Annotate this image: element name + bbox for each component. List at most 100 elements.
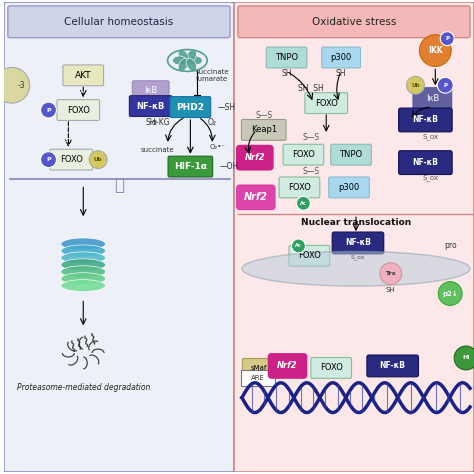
Text: S_ox: S_ox xyxy=(422,174,438,181)
Text: succinate
fumarate: succinate fumarate xyxy=(195,69,229,82)
Circle shape xyxy=(419,35,451,66)
Ellipse shape xyxy=(178,50,189,63)
Text: IκB: IκB xyxy=(426,94,439,103)
Circle shape xyxy=(440,32,454,46)
FancyBboxPatch shape xyxy=(63,65,104,86)
Text: O₂•⁻: O₂•⁻ xyxy=(209,144,225,150)
Text: S—S: S—S xyxy=(255,110,272,119)
FancyBboxPatch shape xyxy=(241,370,274,386)
Circle shape xyxy=(41,152,56,168)
Text: FOXO: FOXO xyxy=(292,150,315,159)
Text: Oxidative stress: Oxidative stress xyxy=(312,17,396,27)
Text: p2↓: p2↓ xyxy=(442,291,458,297)
Text: NF-κB: NF-κB xyxy=(412,116,438,125)
FancyBboxPatch shape xyxy=(399,151,452,174)
Text: P: P xyxy=(443,83,447,88)
Text: Keap1: Keap1 xyxy=(251,126,277,135)
Text: pro: pro xyxy=(444,241,456,250)
Ellipse shape xyxy=(186,58,197,71)
Circle shape xyxy=(41,102,56,118)
Text: HI: HI xyxy=(462,356,470,361)
FancyBboxPatch shape xyxy=(266,47,307,68)
Text: sMaf: sMaf xyxy=(251,365,267,371)
FancyBboxPatch shape xyxy=(238,6,470,37)
Circle shape xyxy=(89,151,107,169)
Text: TNPO: TNPO xyxy=(339,150,363,159)
Text: Cellular homeostasis: Cellular homeostasis xyxy=(64,17,173,27)
Text: succinate: succinate xyxy=(141,147,174,153)
Circle shape xyxy=(438,282,462,305)
Text: p300: p300 xyxy=(330,53,352,62)
FancyBboxPatch shape xyxy=(311,357,352,378)
Text: SH: SH xyxy=(386,287,395,292)
FancyBboxPatch shape xyxy=(367,355,419,377)
FancyBboxPatch shape xyxy=(170,97,210,118)
FancyBboxPatch shape xyxy=(328,177,369,198)
FancyBboxPatch shape xyxy=(399,108,452,132)
Circle shape xyxy=(407,76,424,94)
Text: Nrf2: Nrf2 xyxy=(245,153,265,162)
Text: IKK: IKK xyxy=(428,46,443,55)
FancyBboxPatch shape xyxy=(242,358,275,377)
Text: P: P xyxy=(46,157,51,162)
Text: p300: p300 xyxy=(338,183,360,192)
FancyBboxPatch shape xyxy=(50,149,92,170)
Text: Ac: Ac xyxy=(300,201,307,206)
Text: —OH: —OH xyxy=(220,162,239,171)
Text: SH  SH: SH SH xyxy=(299,84,324,93)
FancyBboxPatch shape xyxy=(168,156,213,177)
Ellipse shape xyxy=(61,259,106,271)
Text: Nrf2: Nrf2 xyxy=(244,192,268,202)
Text: P: P xyxy=(46,108,51,112)
Text: TNPO: TNPO xyxy=(275,53,298,62)
Text: S—S: S—S xyxy=(303,167,320,176)
Text: Trx: Trx xyxy=(385,271,396,276)
Text: SH: SH xyxy=(281,69,292,78)
Ellipse shape xyxy=(61,280,106,292)
Text: —SH: —SH xyxy=(217,102,235,111)
Text: S_ox: S_ox xyxy=(351,254,365,260)
FancyBboxPatch shape xyxy=(132,81,169,100)
FancyBboxPatch shape xyxy=(129,96,172,117)
FancyBboxPatch shape xyxy=(283,144,324,165)
Text: ⌇⌇⌇⌇: ⌇⌇⌇⌇ xyxy=(66,331,100,356)
Text: S_ox: S_ox xyxy=(422,134,438,140)
FancyBboxPatch shape xyxy=(268,353,307,379)
Text: Ub: Ub xyxy=(94,157,102,162)
Ellipse shape xyxy=(186,50,197,63)
Text: ⌒: ⌒ xyxy=(114,175,124,193)
Circle shape xyxy=(438,77,453,93)
Ellipse shape xyxy=(61,266,106,278)
Text: SH: SH xyxy=(336,69,346,78)
Circle shape xyxy=(380,263,401,284)
Ellipse shape xyxy=(178,58,189,71)
Text: PHD2: PHD2 xyxy=(176,102,204,111)
Text: Ac: Ac xyxy=(295,244,302,248)
FancyBboxPatch shape xyxy=(241,119,286,140)
Text: NF-κB: NF-κB xyxy=(137,101,165,110)
Ellipse shape xyxy=(61,252,106,264)
Text: Ub: Ub xyxy=(411,83,420,88)
FancyBboxPatch shape xyxy=(331,144,371,165)
Ellipse shape xyxy=(188,56,202,65)
FancyBboxPatch shape xyxy=(234,2,474,472)
Text: HIF-1α: HIF-1α xyxy=(174,162,207,171)
Text: ARE: ARE xyxy=(251,375,265,381)
FancyBboxPatch shape xyxy=(8,6,230,37)
Text: FOXO: FOXO xyxy=(60,155,83,164)
Circle shape xyxy=(292,239,305,253)
Text: -3: -3 xyxy=(18,81,26,90)
FancyBboxPatch shape xyxy=(236,184,276,210)
Text: FOXO: FOXO xyxy=(288,183,311,192)
Text: IκB: IκB xyxy=(144,86,157,95)
Text: FOXO: FOXO xyxy=(298,251,321,260)
Circle shape xyxy=(0,67,30,103)
Text: SH: SH xyxy=(146,118,156,128)
FancyBboxPatch shape xyxy=(322,47,360,68)
FancyBboxPatch shape xyxy=(305,93,347,114)
Text: Nrf2: Nrf2 xyxy=(277,362,298,370)
Text: Proteasome-mediated degradation: Proteasome-mediated degradation xyxy=(17,383,150,392)
Ellipse shape xyxy=(173,56,186,65)
Text: Nuclear translocation: Nuclear translocation xyxy=(301,218,411,227)
Circle shape xyxy=(296,196,310,210)
